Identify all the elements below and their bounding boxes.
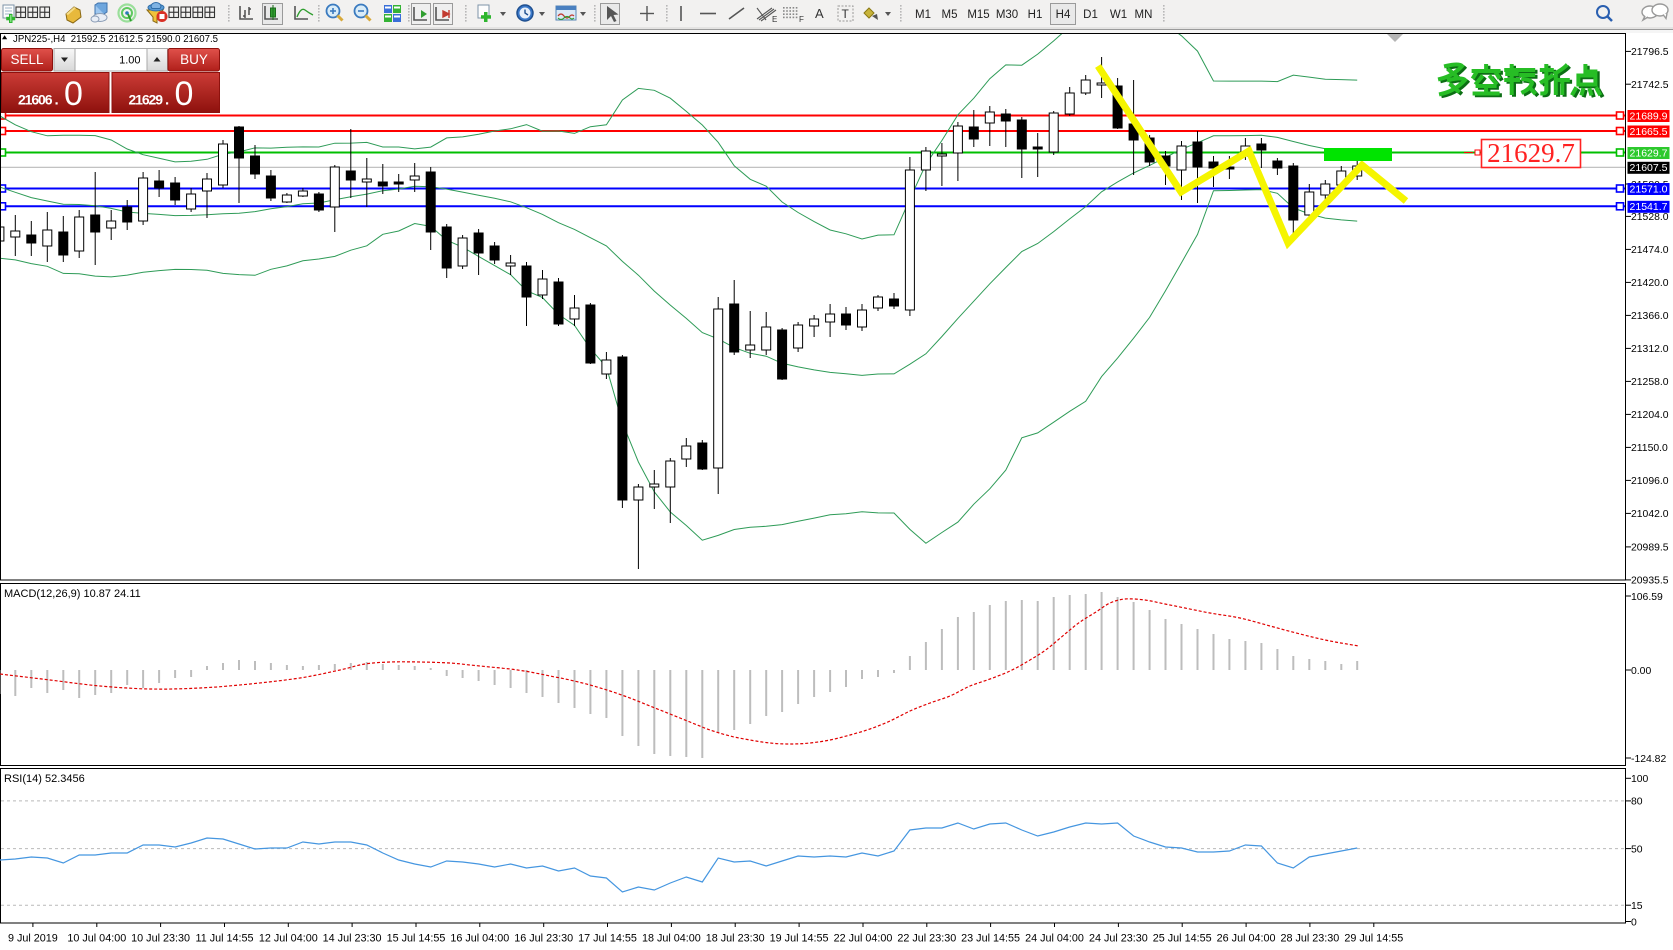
svg-text:18 Jul 23:30: 18 Jul 23:30: [706, 933, 765, 945]
svg-text:T: T: [842, 7, 850, 21]
svg-text:H1: H1: [1028, 9, 1043, 21]
svg-text:29 Jul 14:55: 29 Jul 14:55: [1344, 933, 1403, 945]
svg-text:.: .: [55, 92, 59, 109]
svg-text:D1: D1: [1083, 9, 1098, 21]
svg-text:RSI(14) 52.3456: RSI(14) 52.3456: [4, 773, 85, 785]
svg-text:21541.7: 21541.7: [1630, 201, 1668, 213]
svg-text:0: 0: [64, 75, 83, 113]
svg-text:A: A: [815, 6, 824, 21]
svg-text:E: E: [772, 15, 777, 24]
svg-text:9 Jul 2019: 9 Jul 2019: [8, 933, 58, 945]
svg-text:21665.5: 21665.5: [1630, 126, 1668, 138]
svg-text:20989.5: 20989.5: [1631, 543, 1669, 554]
svg-text:H4: H4: [1056, 9, 1071, 21]
svg-text:M30: M30: [996, 9, 1018, 21]
svg-text:21629.7: 21629.7: [1487, 138, 1575, 168]
svg-text:21096.0: 21096.0: [1631, 476, 1669, 487]
svg-text:16 Jul 04:00: 16 Jul 04:00: [450, 933, 509, 945]
svg-text:100: 100: [1631, 774, 1649, 785]
svg-text:0: 0: [175, 75, 194, 113]
svg-text:21528.0: 21528.0: [1631, 212, 1669, 223]
svg-text:26 Jul 04:00: 26 Jul 04:00: [1217, 933, 1276, 945]
svg-text:23 Jul 14:55: 23 Jul 14:55: [961, 933, 1020, 945]
svg-text:15 Jul 14:55: 15 Jul 14:55: [387, 933, 446, 945]
svg-text:-124.82: -124.82: [1631, 754, 1666, 765]
svg-text:21042.0: 21042.0: [1631, 509, 1669, 520]
svg-text:MACD(12,26,9) 10.87 24.11: MACD(12,26,9) 10.87 24.11: [4, 588, 141, 600]
svg-text:22 Jul 04:00: 22 Jul 04:00: [834, 933, 893, 945]
svg-text:28 Jul 23:30: 28 Jul 23:30: [1280, 933, 1339, 945]
svg-text:21204.0: 21204.0: [1631, 410, 1669, 421]
svg-text:21607.5: 21607.5: [1630, 162, 1668, 174]
svg-text:10 Jul 04:00: 10 Jul 04:00: [67, 933, 126, 945]
svg-text:16 Jul 23:30: 16 Jul 23:30: [514, 933, 573, 945]
svg-text:21312.0: 21312.0: [1631, 344, 1669, 355]
svg-text:19 Jul 14:55: 19 Jul 14:55: [770, 933, 829, 945]
svg-text:80: 80: [1631, 797, 1643, 808]
svg-text:10 Jul 23:30: 10 Jul 23:30: [131, 933, 190, 945]
svg-text:21796.5: 21796.5: [1631, 47, 1669, 58]
svg-text:11 Jul 14:55: 11 Jul 14:55: [195, 933, 253, 945]
svg-text:21150.0: 21150.0: [1631, 443, 1668, 454]
svg-text:1.00: 1.00: [119, 55, 140, 67]
svg-text:12 Jul 04:00: 12 Jul 04:00: [259, 933, 318, 945]
svg-text:M1: M1: [915, 9, 931, 21]
svg-text:21629.7: 21629.7: [1630, 147, 1668, 159]
svg-text:15: 15: [1631, 901, 1643, 912]
svg-text:21689.9: 21689.9: [1630, 110, 1668, 122]
svg-text:F: F: [799, 15, 804, 24]
svg-text:MN: MN: [1135, 9, 1153, 21]
svg-text:JPN225-,H4 21592.5 21612.5 21: JPN225-,H4 21592.5 21612.5 21590.0 21607…: [13, 34, 219, 45]
svg-text:22 Jul 23:30: 22 Jul 23:30: [897, 933, 956, 945]
svg-text:21258.0: 21258.0: [1631, 377, 1669, 388]
svg-text:24 Jul 23:30: 24 Jul 23:30: [1089, 933, 1148, 945]
svg-text:W1: W1: [1110, 9, 1127, 21]
svg-text:14 Jul 23:30: 14 Jul 23:30: [323, 933, 382, 945]
svg-text:21742.5: 21742.5: [1631, 80, 1669, 91]
svg-text:24 Jul 04:00: 24 Jul 04:00: [1025, 933, 1084, 945]
svg-text:21420.0: 21420.0: [1631, 278, 1669, 289]
svg-text:SELL: SELL: [10, 52, 44, 67]
svg-text:0: 0: [1631, 917, 1637, 928]
svg-text:21571.0: 21571.0: [1630, 183, 1668, 195]
svg-text:20935.5: 20935.5: [1631, 576, 1669, 587]
svg-text:BUY: BUY: [180, 52, 208, 67]
svg-text:0.00: 0.00: [1631, 666, 1651, 677]
svg-text:M5: M5: [942, 9, 958, 21]
svg-text:25 Jul 14:55: 25 Jul 14:55: [1153, 933, 1212, 945]
svg-text:17 Jul 14:55: 17 Jul 14:55: [578, 933, 637, 945]
svg-text:106.59: 106.59: [1631, 592, 1663, 603]
svg-text:21366.0: 21366.0: [1631, 311, 1669, 322]
svg-text:21606: 21606: [18, 92, 53, 108]
svg-text:50: 50: [1631, 844, 1643, 855]
svg-text:21629: 21629: [129, 92, 164, 108]
svg-text:21474.0: 21474.0: [1631, 245, 1669, 256]
svg-text:18 Jul 04:00: 18 Jul 04:00: [642, 933, 701, 945]
svg-text:M15: M15: [967, 9, 989, 21]
svg-text:.: .: [165, 92, 169, 109]
